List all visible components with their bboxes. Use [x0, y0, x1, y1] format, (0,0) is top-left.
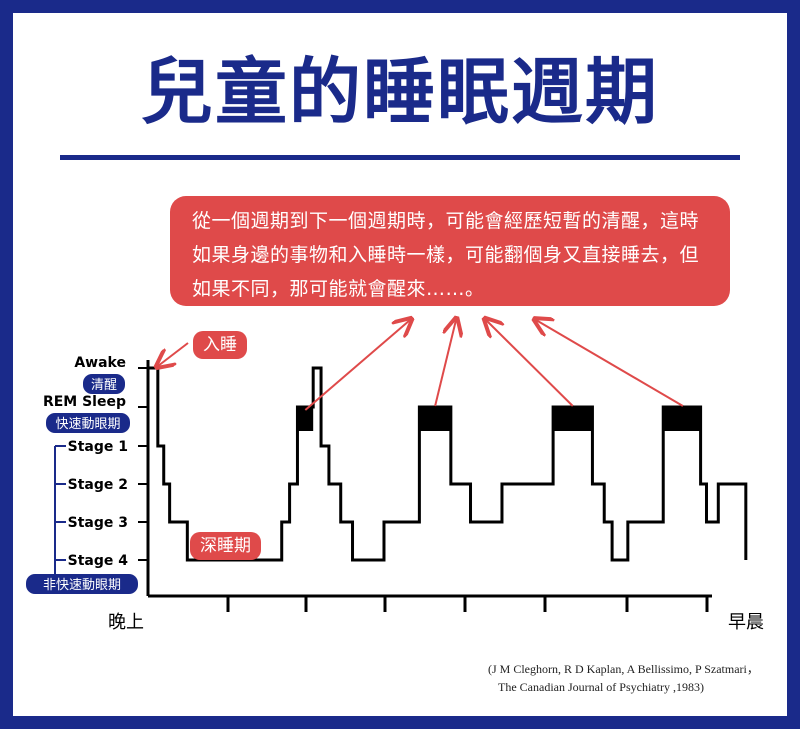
source-line-2: The Canadian Journal of Psychiatry ,1983…: [498, 680, 704, 694]
y-label-s3: Stage 3: [68, 515, 128, 531]
callout-box: 從一個週期到下一個週期時，可能會經歷短暫的清醒，這時如果身邊的事物和入睡時一樣，…: [170, 196, 730, 306]
y-sublabel-bg-rem: [46, 413, 130, 433]
rem-block-3: [663, 407, 701, 431]
page-title: 兒童的睡眠週期: [140, 50, 659, 134]
fall-asleep-arrow: [158, 342, 189, 366]
deep-sleep-label: 深睡期: [190, 532, 261, 560]
rem-block-2: [553, 407, 593, 431]
rem-arrow-1: [434, 320, 456, 407]
y-sublabel-awake: 清醒: [91, 378, 117, 393]
nrem-label: 非快速動眼期: [43, 578, 121, 593]
rem-arrow-2: [486, 320, 574, 407]
y-sublabel-bg-awake: [83, 374, 125, 394]
y-label-s2: Stage 2: [68, 477, 128, 493]
rem-block-1: [419, 407, 451, 431]
y-label-s4: Stage 4: [68, 553, 129, 569]
x-start-label: 晚上: [108, 612, 144, 633]
y-sublabel-rem: 快速動眼期: [55, 417, 120, 432]
nrem-label-bg: [26, 574, 138, 594]
x-end-label: 早晨: [728, 612, 764, 633]
rem-arrow-0: [304, 320, 410, 411]
rem-arrow-3: [536, 320, 684, 407]
content-card: [13, 13, 787, 716]
y-label-s1: Stage 1: [68, 439, 128, 455]
y-label-awake: Awake: [74, 355, 126, 371]
sleep-stage-line: [148, 366, 748, 562]
source-citation: (J M Cleghorn, R D Kaplan, A Bellissimo,…: [488, 660, 759, 696]
fall-asleep-label: 入睡: [193, 331, 247, 359]
source-line-1: (J M Cleghorn, R D Kaplan, A Bellissimo,…: [488, 662, 759, 676]
callout-text: 從一個週期到下一個週期時，可能會經歷短暫的清醒，這時如果身邊的事物和入睡時一樣，…: [192, 210, 700, 300]
title-divider: [60, 155, 740, 160]
y-label-rem: REM Sleep: [43, 394, 126, 410]
rem-block-0: [297, 407, 314, 431]
